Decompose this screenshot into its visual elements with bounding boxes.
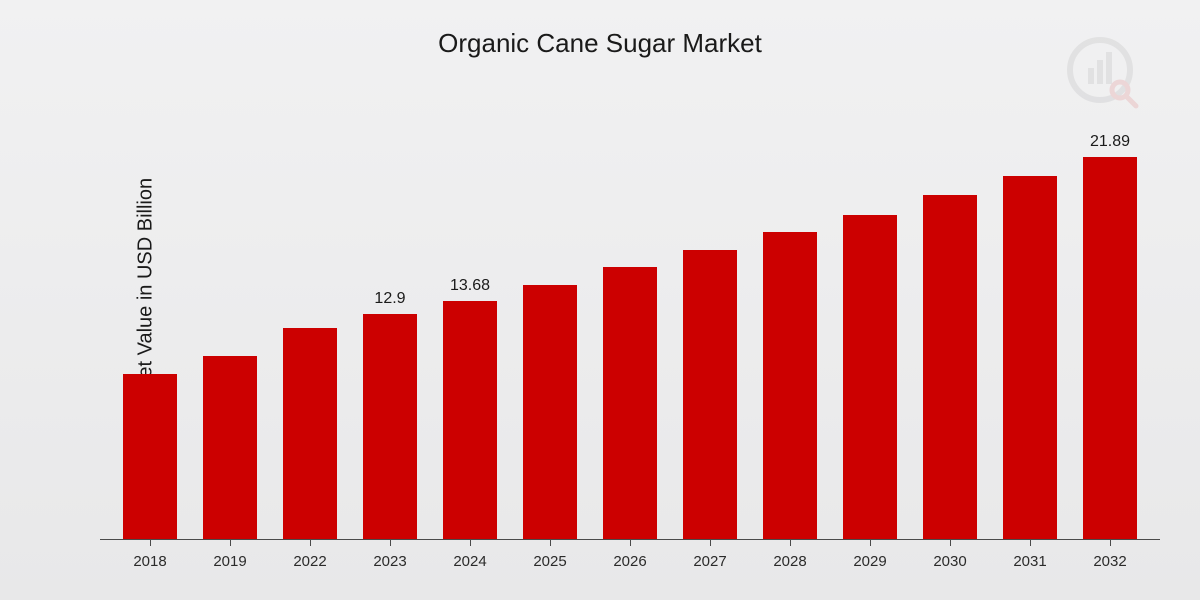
- bar: [123, 374, 177, 540]
- x-tick: [1030, 540, 1031, 546]
- x-tick: [870, 540, 871, 546]
- bar-slot: 2026: [590, 120, 670, 540]
- bar-value-label: 13.68: [450, 277, 490, 297]
- bars-container: 20182019202212.9202313.68202420252026202…: [100, 120, 1160, 540]
- x-tick: [950, 540, 951, 546]
- bar-slot: 2031: [990, 120, 1070, 540]
- bar-slot: 13.682024: [430, 120, 510, 540]
- bar-slot: 12.92023: [350, 120, 430, 540]
- x-axis-baseline: [100, 539, 1160, 540]
- x-axis-label: 2030: [933, 553, 966, 570]
- x-tick: [310, 540, 311, 546]
- x-axis-label: 2022: [293, 553, 326, 570]
- bar: [843, 215, 897, 541]
- bar: [523, 285, 577, 541]
- x-axis-label: 2028: [773, 553, 806, 570]
- bar-slot: 2025: [510, 120, 590, 540]
- bar-slot: 2019: [190, 120, 270, 540]
- bar: [763, 232, 817, 540]
- x-axis-label: 2026: [613, 553, 646, 570]
- x-tick: [790, 540, 791, 546]
- bar: [683, 250, 737, 540]
- x-tick: [470, 540, 471, 546]
- x-tick: [1110, 540, 1111, 546]
- bar: [1083, 157, 1137, 540]
- bar: [603, 267, 657, 540]
- bar-slot: 2018: [110, 120, 190, 540]
- bar-value-label: 12.9: [374, 290, 405, 310]
- bar: [443, 301, 497, 540]
- x-tick: [550, 540, 551, 546]
- x-tick: [630, 540, 631, 546]
- bar: [283, 328, 337, 540]
- x-axis-label: 2029: [853, 553, 886, 570]
- x-axis-label: 2018: [133, 553, 166, 570]
- bar-value-label: 21.89: [1090, 133, 1130, 153]
- x-tick: [230, 540, 231, 546]
- x-tick: [710, 540, 711, 546]
- bar-slot: 2028: [750, 120, 830, 540]
- x-axis-label: 2032: [1093, 553, 1126, 570]
- bar-slot: 21.892032: [1070, 120, 1150, 540]
- bar: [923, 195, 977, 540]
- x-axis-label: 2027: [693, 553, 726, 570]
- bar-slot: 2030: [910, 120, 990, 540]
- plot-area: 20182019202212.9202313.68202420252026202…: [100, 120, 1160, 540]
- x-axis-label: 2031: [1013, 553, 1046, 570]
- x-axis-label: 2025: [533, 553, 566, 570]
- x-tick: [150, 540, 151, 546]
- bar: [1003, 176, 1057, 540]
- bar-slot: 2029: [830, 120, 910, 540]
- bar-slot: 2022: [270, 120, 350, 540]
- bar: [203, 356, 257, 540]
- bar-slot: 2027: [670, 120, 750, 540]
- bar: [363, 314, 417, 540]
- x-axis-label: 2024: [453, 553, 486, 570]
- x-axis-label: 2023: [373, 553, 406, 570]
- logo-watermark: [1060, 30, 1140, 110]
- x-axis-label: 2019: [213, 553, 246, 570]
- chart-title: Organic Cane Sugar Market: [0, 28, 1200, 59]
- x-tick: [390, 540, 391, 546]
